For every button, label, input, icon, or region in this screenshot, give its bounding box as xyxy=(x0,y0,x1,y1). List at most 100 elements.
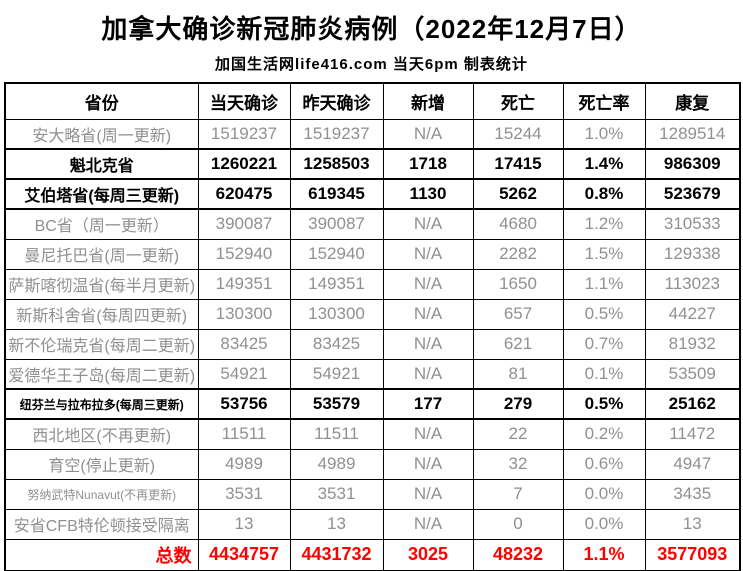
cell-new_cases: 1718 xyxy=(382,148,474,180)
cell-new_cases: 1130 xyxy=(382,178,474,210)
cell-today: 390087 xyxy=(197,208,291,240)
cell-province: 总数 xyxy=(4,538,199,571)
cell-province: 新不伦瑞克省(每周二更新) xyxy=(4,328,199,360)
cell-today: 620475 xyxy=(197,178,291,210)
cell-recovered: 13 xyxy=(644,508,741,540)
cell-deaths: 22 xyxy=(472,418,564,450)
cell-recovered: 3577093 xyxy=(644,538,741,571)
cell-province: 萨斯喀彻温省(每半月更新) xyxy=(4,268,199,300)
cell-yesterday: 11511 xyxy=(289,418,384,450)
cell-deaths: 81 xyxy=(472,358,564,390)
cell-deaths: 2282 xyxy=(472,238,564,270)
cell-today: 54921 xyxy=(197,358,291,390)
cell-today: 4434757 xyxy=(197,538,291,571)
cell-province: 安大略省(周一更新) xyxy=(4,118,199,150)
cell-deaths: 1650 xyxy=(472,268,564,300)
cell-new_cases: N/A xyxy=(382,508,474,540)
table-body: 安大略省(周一更新) 1519237 1519237 N/A 15244 1.0% 1289… xyxy=(4,118,741,571)
cell-new_cases: N/A xyxy=(382,328,474,360)
cell-yesterday: 83425 xyxy=(289,328,384,360)
cell-province: 曼尼托巴省(周一更新) xyxy=(4,238,199,270)
cell-yesterday: 619345 xyxy=(289,178,384,210)
table-row: 安大略省(周一更新) 1519237 1519237 N/A 15244 1.0% 1289… xyxy=(4,118,741,150)
table-row: 育空(停止更新) 4989 4989 N/A 32 0.6% 4947 xyxy=(4,448,741,480)
cell-today: 152940 xyxy=(197,238,291,270)
cell-recovered: 81932 xyxy=(644,328,741,360)
cell-deaths: 48232 xyxy=(472,538,564,571)
cell-new_cases: N/A xyxy=(382,208,474,240)
cell-today: 13 xyxy=(197,508,291,540)
cell-province: 安省CFB特伦顿接受隔离 xyxy=(4,508,199,540)
cell-province: 纽芬兰与拉布拉多(每周三更新) xyxy=(4,388,199,420)
cell-recovered: 3435 xyxy=(644,478,741,510)
cell-death_rate: 1.0% xyxy=(562,118,646,150)
cell-recovered: 1289514 xyxy=(644,118,741,150)
cell-deaths: 4680 xyxy=(472,208,564,240)
cell-death_rate: 0.6% xyxy=(562,448,646,480)
table-row: 新斯科舍省(每周四更新) 130300 130300 N/A 657 0.5% 44227 xyxy=(4,298,741,330)
table-row: 努纳武特Nunavut(不再更新) 3531 3531 N/A 7 0.0% 3435 xyxy=(4,478,741,510)
cell-death_rate: 0.2% xyxy=(562,418,646,450)
total-row: 总数 4434757 4431732 3025 48232 1.1% 3577093 xyxy=(4,538,741,571)
cell-new_cases: N/A xyxy=(382,478,474,510)
column-header: 死亡 xyxy=(472,82,564,120)
covid-stats-table: 省份 当天确诊 昨天确诊 新增 死亡 死亡率 康复 安大略省(周一更新) 1519237 151… xyxy=(4,82,741,571)
cell-deaths: 15244 xyxy=(472,118,564,150)
cell-death_rate: 1.1% xyxy=(562,268,646,300)
cell-yesterday: 390087 xyxy=(289,208,384,240)
table-header: 省份 当天确诊 昨天确诊 新增 死亡 死亡率 康复 xyxy=(4,82,741,120)
cell-deaths: 32 xyxy=(472,448,564,480)
page-title: 加拿大确诊新冠肺炎病例（2022年12月7日） xyxy=(101,14,642,44)
cell-today: 1519237 xyxy=(197,118,291,150)
cell-today: 83425 xyxy=(197,328,291,360)
cell-today: 11511 xyxy=(197,418,291,450)
cell-today: 3531 xyxy=(197,478,291,510)
cell-deaths: 0 xyxy=(472,508,564,540)
cell-death_rate: 0.7% xyxy=(562,328,646,360)
cell-new_cases: N/A xyxy=(382,358,474,390)
cell-deaths: 279 xyxy=(472,388,564,420)
column-header: 死亡率 xyxy=(562,82,646,120)
cell-today: 130300 xyxy=(197,298,291,330)
cell-today: 4989 xyxy=(197,448,291,480)
cell-new_cases: N/A xyxy=(382,448,474,480)
page-subtitle: 加国生活网life416.com 当天6pm 制表统计 xyxy=(215,56,528,73)
cell-new_cases: 3025 xyxy=(382,538,474,571)
cell-recovered: 523679 xyxy=(644,178,741,210)
cell-death_rate: 0.5% xyxy=(562,298,646,330)
cell-province: 艾伯塔省(每周三更新) xyxy=(4,178,199,210)
cell-recovered: 4947 xyxy=(644,448,741,480)
cell-new_cases: N/A xyxy=(382,268,474,300)
cell-yesterday: 53579 xyxy=(289,388,384,420)
cell-province: 新斯科舍省(每周四更新) xyxy=(4,298,199,330)
cell-yesterday: 1519237 xyxy=(289,118,384,150)
table-row: 艾伯塔省(每周三更新) 620475 619345 1130 5262 0.8% 52367… xyxy=(4,178,741,210)
cell-deaths: 657 xyxy=(472,298,564,330)
table-row: BC省（周一更新） 390087 390087 N/A 4680 1.2% 310533 xyxy=(4,208,741,240)
cell-yesterday: 130300 xyxy=(289,298,384,330)
cell-province: 努纳武特Nunavut(不再更新) xyxy=(4,478,199,510)
table-row: 曼尼托巴省(周一更新) 152940 152940 N/A 2282 1.5% 129338 xyxy=(4,238,741,270)
column-header: 当天确诊 xyxy=(197,82,291,120)
cell-death_rate: 0.5% xyxy=(562,388,646,420)
cell-deaths: 5262 xyxy=(472,178,564,210)
table-row: 魁北克省 1260221 1258503 1718 17415 1.4% 986309 xyxy=(4,148,741,180)
cell-province: 西北地区(不再更新) xyxy=(4,418,199,450)
table-row: 纽芬兰与拉布拉多(每周三更新) 53756 53579 177 279 0.5% 25162 xyxy=(4,388,741,420)
cell-yesterday: 149351 xyxy=(289,268,384,300)
column-header: 康复 xyxy=(644,82,741,120)
header-row: 省份 当天确诊 昨天确诊 新增 死亡 死亡率 康复 xyxy=(4,82,741,120)
table-row: 西北地区(不再更新) 11511 11511 N/A 22 0.2% 11472 xyxy=(4,418,741,450)
cell-yesterday: 13 xyxy=(289,508,384,540)
cell-today: 149351 xyxy=(197,268,291,300)
column-header: 省份 xyxy=(4,82,199,120)
cell-deaths: 621 xyxy=(472,328,564,360)
cell-death_rate: 1.4% xyxy=(562,148,646,180)
cell-new_cases: N/A xyxy=(382,418,474,450)
cell-recovered: 53509 xyxy=(644,358,741,390)
cell-death_rate: 0.0% xyxy=(562,478,646,510)
cell-death_rate: 1.5% xyxy=(562,238,646,270)
cell-new_cases: 177 xyxy=(382,388,474,420)
table-row: 安省CFB特伦顿接受隔离 13 13 N/A 0 0.0% 13 xyxy=(4,508,741,540)
